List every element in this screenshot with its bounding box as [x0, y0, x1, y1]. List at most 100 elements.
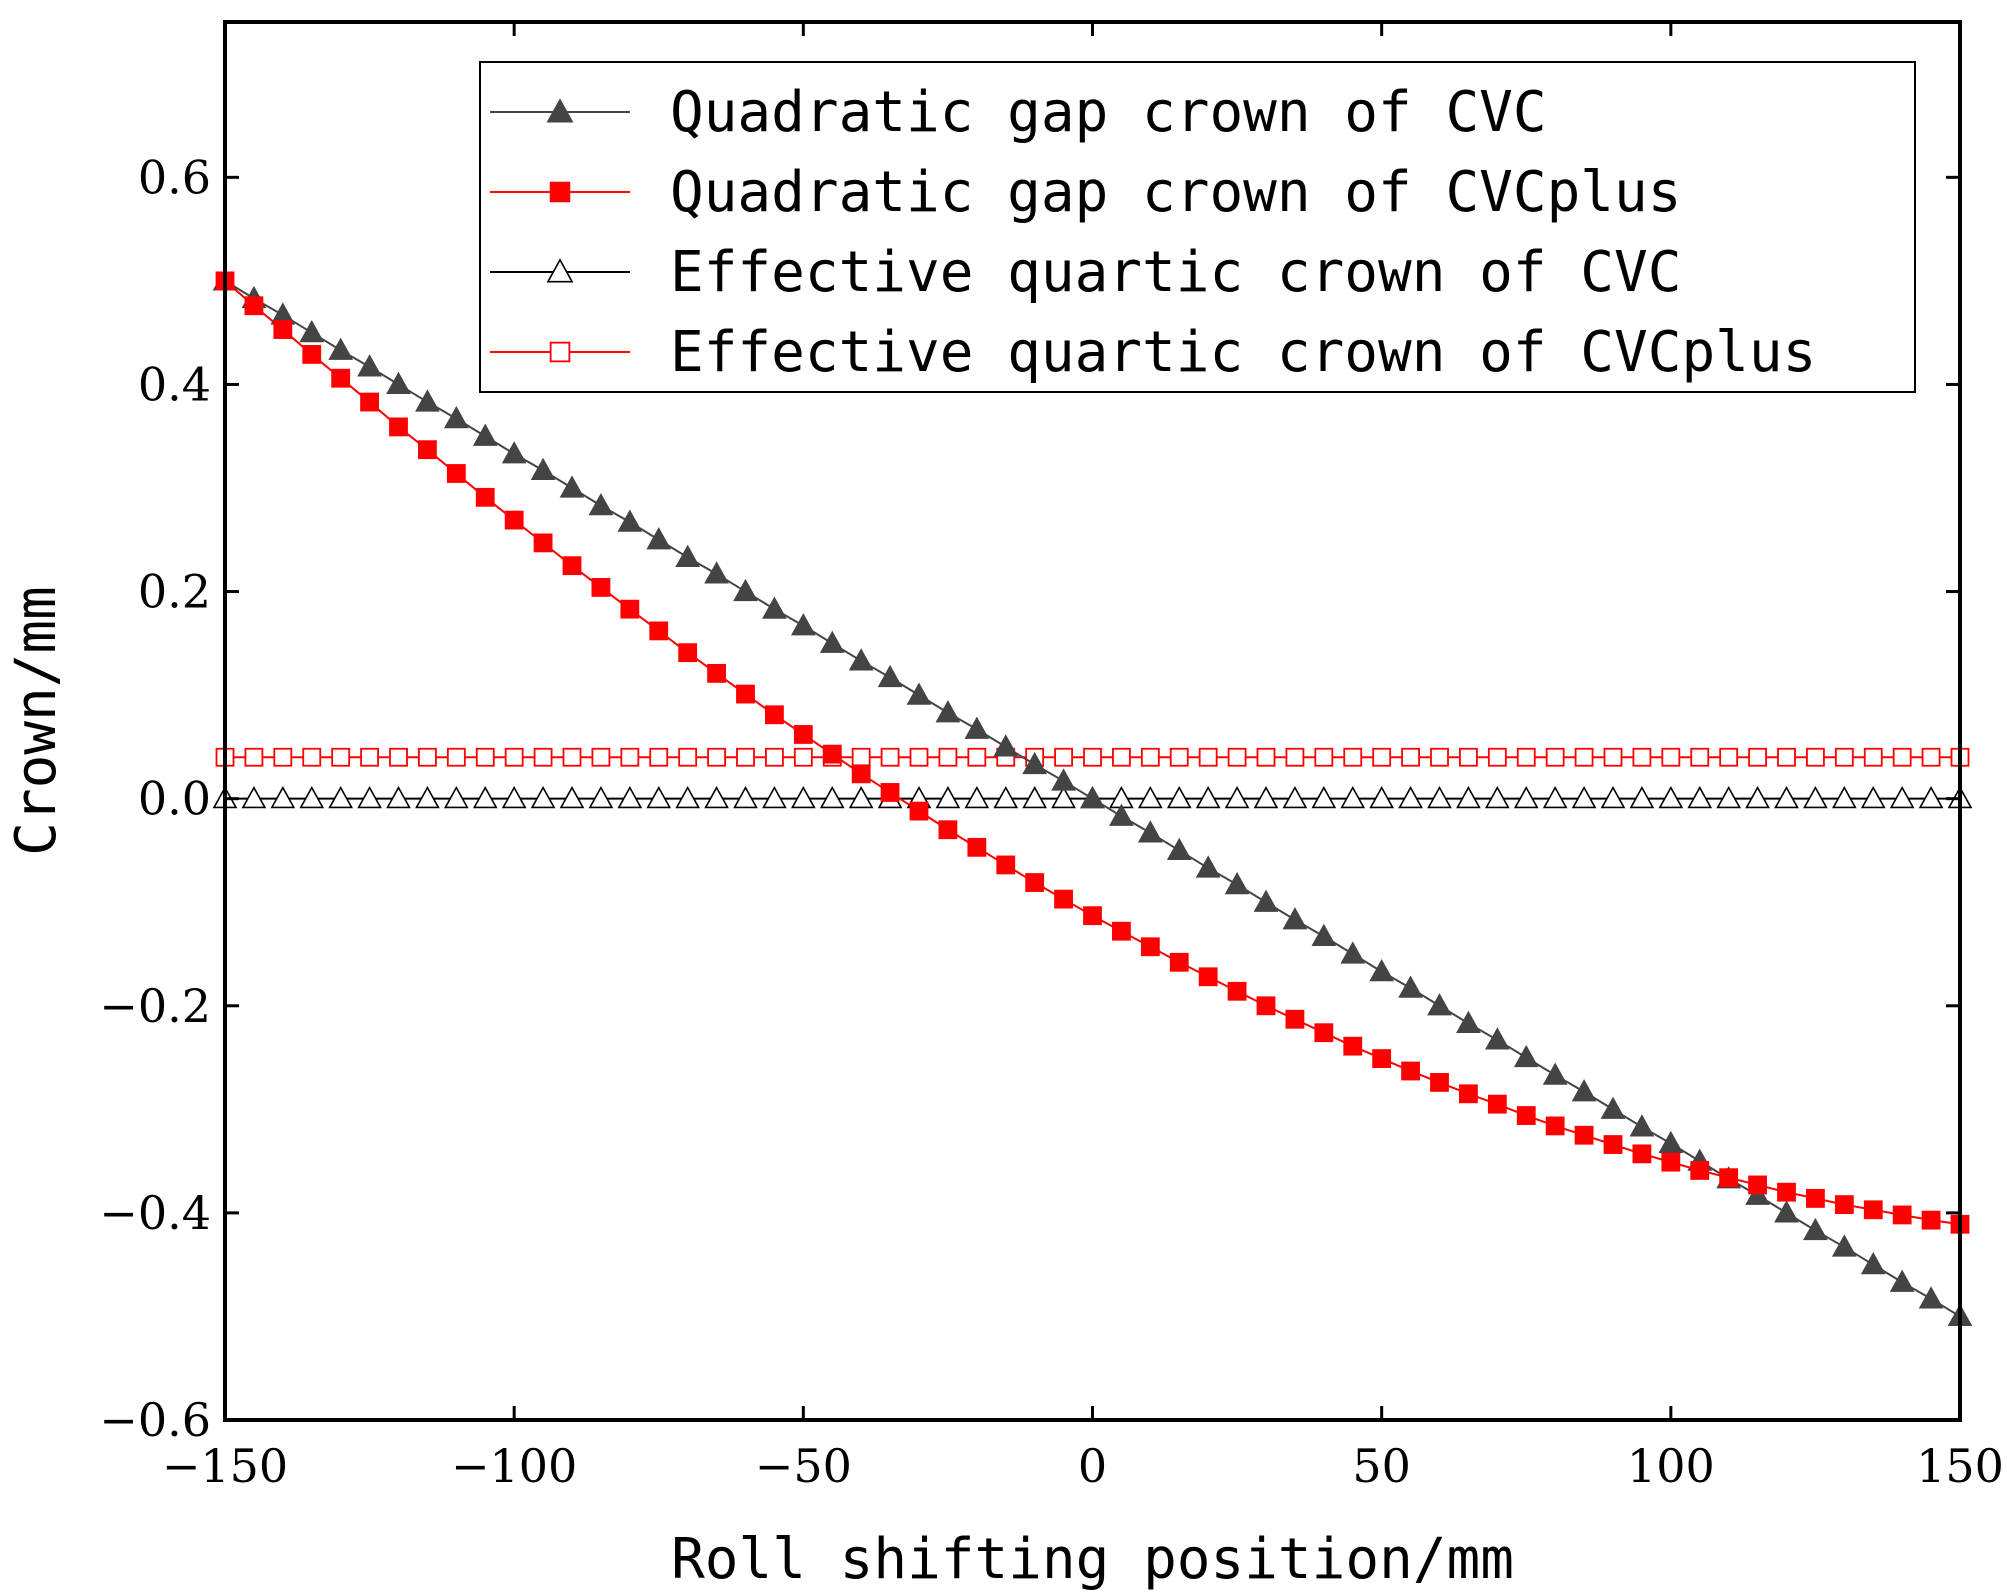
- data-point: [1918, 1286, 1944, 1309]
- x-tick-label: 0: [1078, 1439, 1107, 1493]
- data-point: [273, 747, 293, 767]
- data-point: [1658, 786, 1684, 809]
- data-point: [472, 423, 498, 446]
- data-point: [1745, 786, 1770, 809]
- data-point: [1198, 967, 1218, 987]
- data-point: [1398, 975, 1423, 998]
- data-point: [1777, 747, 1796, 767]
- data-point: [443, 786, 469, 809]
- data-point: [1774, 786, 1799, 809]
- data-point: [964, 786, 990, 809]
- data-point: [1831, 786, 1857, 809]
- data-point: [617, 509, 643, 532]
- data-point: [1080, 786, 1105, 809]
- y-tick-label: 0.2: [138, 565, 211, 619]
- data-point: [1054, 889, 1073, 909]
- data-point: [591, 747, 611, 767]
- data-point: [1719, 747, 1739, 767]
- data-point: [1427, 993, 1452, 1016]
- x-tick-label: −100: [451, 1439, 577, 1493]
- data-point: [762, 786, 787, 809]
- data-point: [1285, 1009, 1305, 1029]
- data-point: [1285, 747, 1305, 767]
- data-point: [675, 544, 701, 567]
- data-point: [1195, 786, 1221, 809]
- data-point: [819, 630, 845, 653]
- data-point: [475, 487, 495, 507]
- data-point: [1542, 786, 1568, 809]
- data-point: [733, 578, 758, 602]
- data-point: [765, 747, 784, 767]
- data-point: [1256, 996, 1276, 1016]
- data-point: [1456, 1010, 1481, 1033]
- data-point: [1224, 871, 1250, 895]
- data-point: [1137, 786, 1163, 809]
- data-point: [935, 786, 961, 809]
- data-point: [1314, 747, 1334, 767]
- data-point: [1600, 1096, 1626, 1119]
- data-point: [299, 320, 325, 343]
- data-point: [1803, 1217, 1828, 1241]
- data-point: [446, 464, 466, 483]
- data-point: [530, 457, 556, 480]
- data-point: [1311, 923, 1337, 946]
- data-point: [1921, 747, 1941, 767]
- data-point: [360, 747, 379, 767]
- data-point: [415, 389, 440, 412]
- data-point: [1282, 907, 1308, 930]
- data-point: [1629, 1114, 1655, 1137]
- data-point: [1198, 747, 1218, 767]
- data-point: [1806, 747, 1825, 767]
- data-point: [415, 786, 440, 809]
- legend-entry-1: Quadratic gap crown of CVCplus: [490, 160, 1681, 225]
- y-tick-label: −0.4: [99, 1186, 211, 1240]
- data-point: [964, 716, 990, 739]
- data-point: [1487, 747, 1507, 767]
- data-point: [1109, 803, 1134, 826]
- data-point: [588, 492, 614, 516]
- data-point: [1340, 786, 1366, 809]
- x-tick-label: −50: [755, 1439, 852, 1493]
- data-point: [617, 786, 643, 809]
- data-point: [1398, 786, 1423, 809]
- data-point: [1311, 786, 1337, 809]
- data-point: [389, 747, 408, 767]
- data-point: [1863, 747, 1883, 767]
- data-point: [1806, 1188, 1825, 1208]
- data-point: [273, 320, 293, 339]
- data-point: [1051, 768, 1076, 791]
- data-point: [1603, 747, 1623, 767]
- data-point: [1051, 786, 1076, 809]
- data-point: [472, 786, 498, 809]
- data-point: [504, 510, 524, 530]
- data-point: [1430, 747, 1449, 767]
- data-point: [501, 441, 527, 464]
- data-point: [1603, 1135, 1623, 1154]
- data-point: [909, 801, 929, 821]
- legend-entry-3: Effective quartic crown of CVCplus: [490, 320, 1816, 385]
- data-point: [501, 786, 527, 809]
- data-point: [244, 296, 264, 316]
- data-point: [762, 596, 787, 619]
- data-point: [1889, 1269, 1915, 1292]
- data-point: [1256, 747, 1276, 767]
- data-point: [559, 475, 585, 498]
- data-point: [1571, 786, 1597, 809]
- data-point: [1343, 747, 1363, 767]
- data-point: [1892, 747, 1912, 767]
- data-point: [793, 747, 813, 767]
- data-point: [707, 663, 726, 683]
- legend-label: Quadratic gap crown of CVCplus: [670, 160, 1681, 225]
- data-point: [299, 786, 325, 809]
- data-point: [877, 664, 903, 688]
- data-point: [1918, 786, 1944, 809]
- data-point: [1459, 747, 1478, 767]
- data-point: [1629, 786, 1655, 809]
- data-point: [446, 747, 466, 767]
- data-point: [1112, 747, 1131, 767]
- data-point: [993, 734, 1019, 757]
- data-point: [1516, 1106, 1536, 1125]
- data-point: [1574, 747, 1594, 767]
- data-point: [906, 682, 932, 705]
- data-point: [646, 786, 672, 809]
